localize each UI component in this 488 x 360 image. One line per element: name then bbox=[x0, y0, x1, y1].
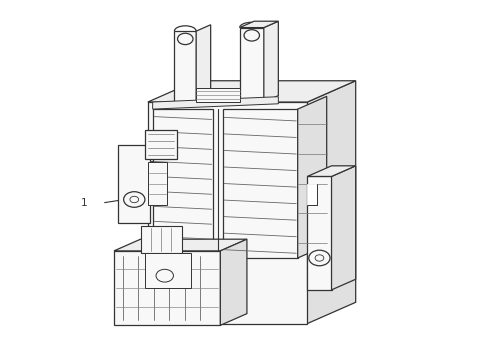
Polygon shape bbox=[145, 130, 177, 159]
Polygon shape bbox=[307, 184, 316, 205]
Polygon shape bbox=[264, 21, 278, 102]
Polygon shape bbox=[114, 251, 220, 325]
Polygon shape bbox=[152, 97, 278, 109]
Polygon shape bbox=[307, 176, 331, 290]
Polygon shape bbox=[152, 109, 213, 244]
Polygon shape bbox=[150, 162, 152, 180]
Polygon shape bbox=[147, 162, 167, 205]
Polygon shape bbox=[147, 102, 307, 324]
Text: 1: 1 bbox=[81, 198, 87, 208]
Polygon shape bbox=[196, 25, 210, 102]
Text: 2: 2 bbox=[119, 159, 126, 169]
Polygon shape bbox=[140, 226, 181, 253]
Polygon shape bbox=[223, 109, 297, 258]
Polygon shape bbox=[174, 31, 196, 102]
Polygon shape bbox=[239, 21, 278, 28]
Polygon shape bbox=[118, 145, 150, 222]
Polygon shape bbox=[196, 88, 239, 102]
Polygon shape bbox=[239, 28, 264, 102]
Polygon shape bbox=[147, 81, 355, 102]
Polygon shape bbox=[114, 239, 246, 251]
Polygon shape bbox=[220, 239, 246, 325]
Polygon shape bbox=[307, 81, 355, 324]
Polygon shape bbox=[307, 166, 355, 176]
Polygon shape bbox=[297, 96, 326, 258]
Polygon shape bbox=[331, 166, 355, 290]
Polygon shape bbox=[145, 253, 191, 288]
